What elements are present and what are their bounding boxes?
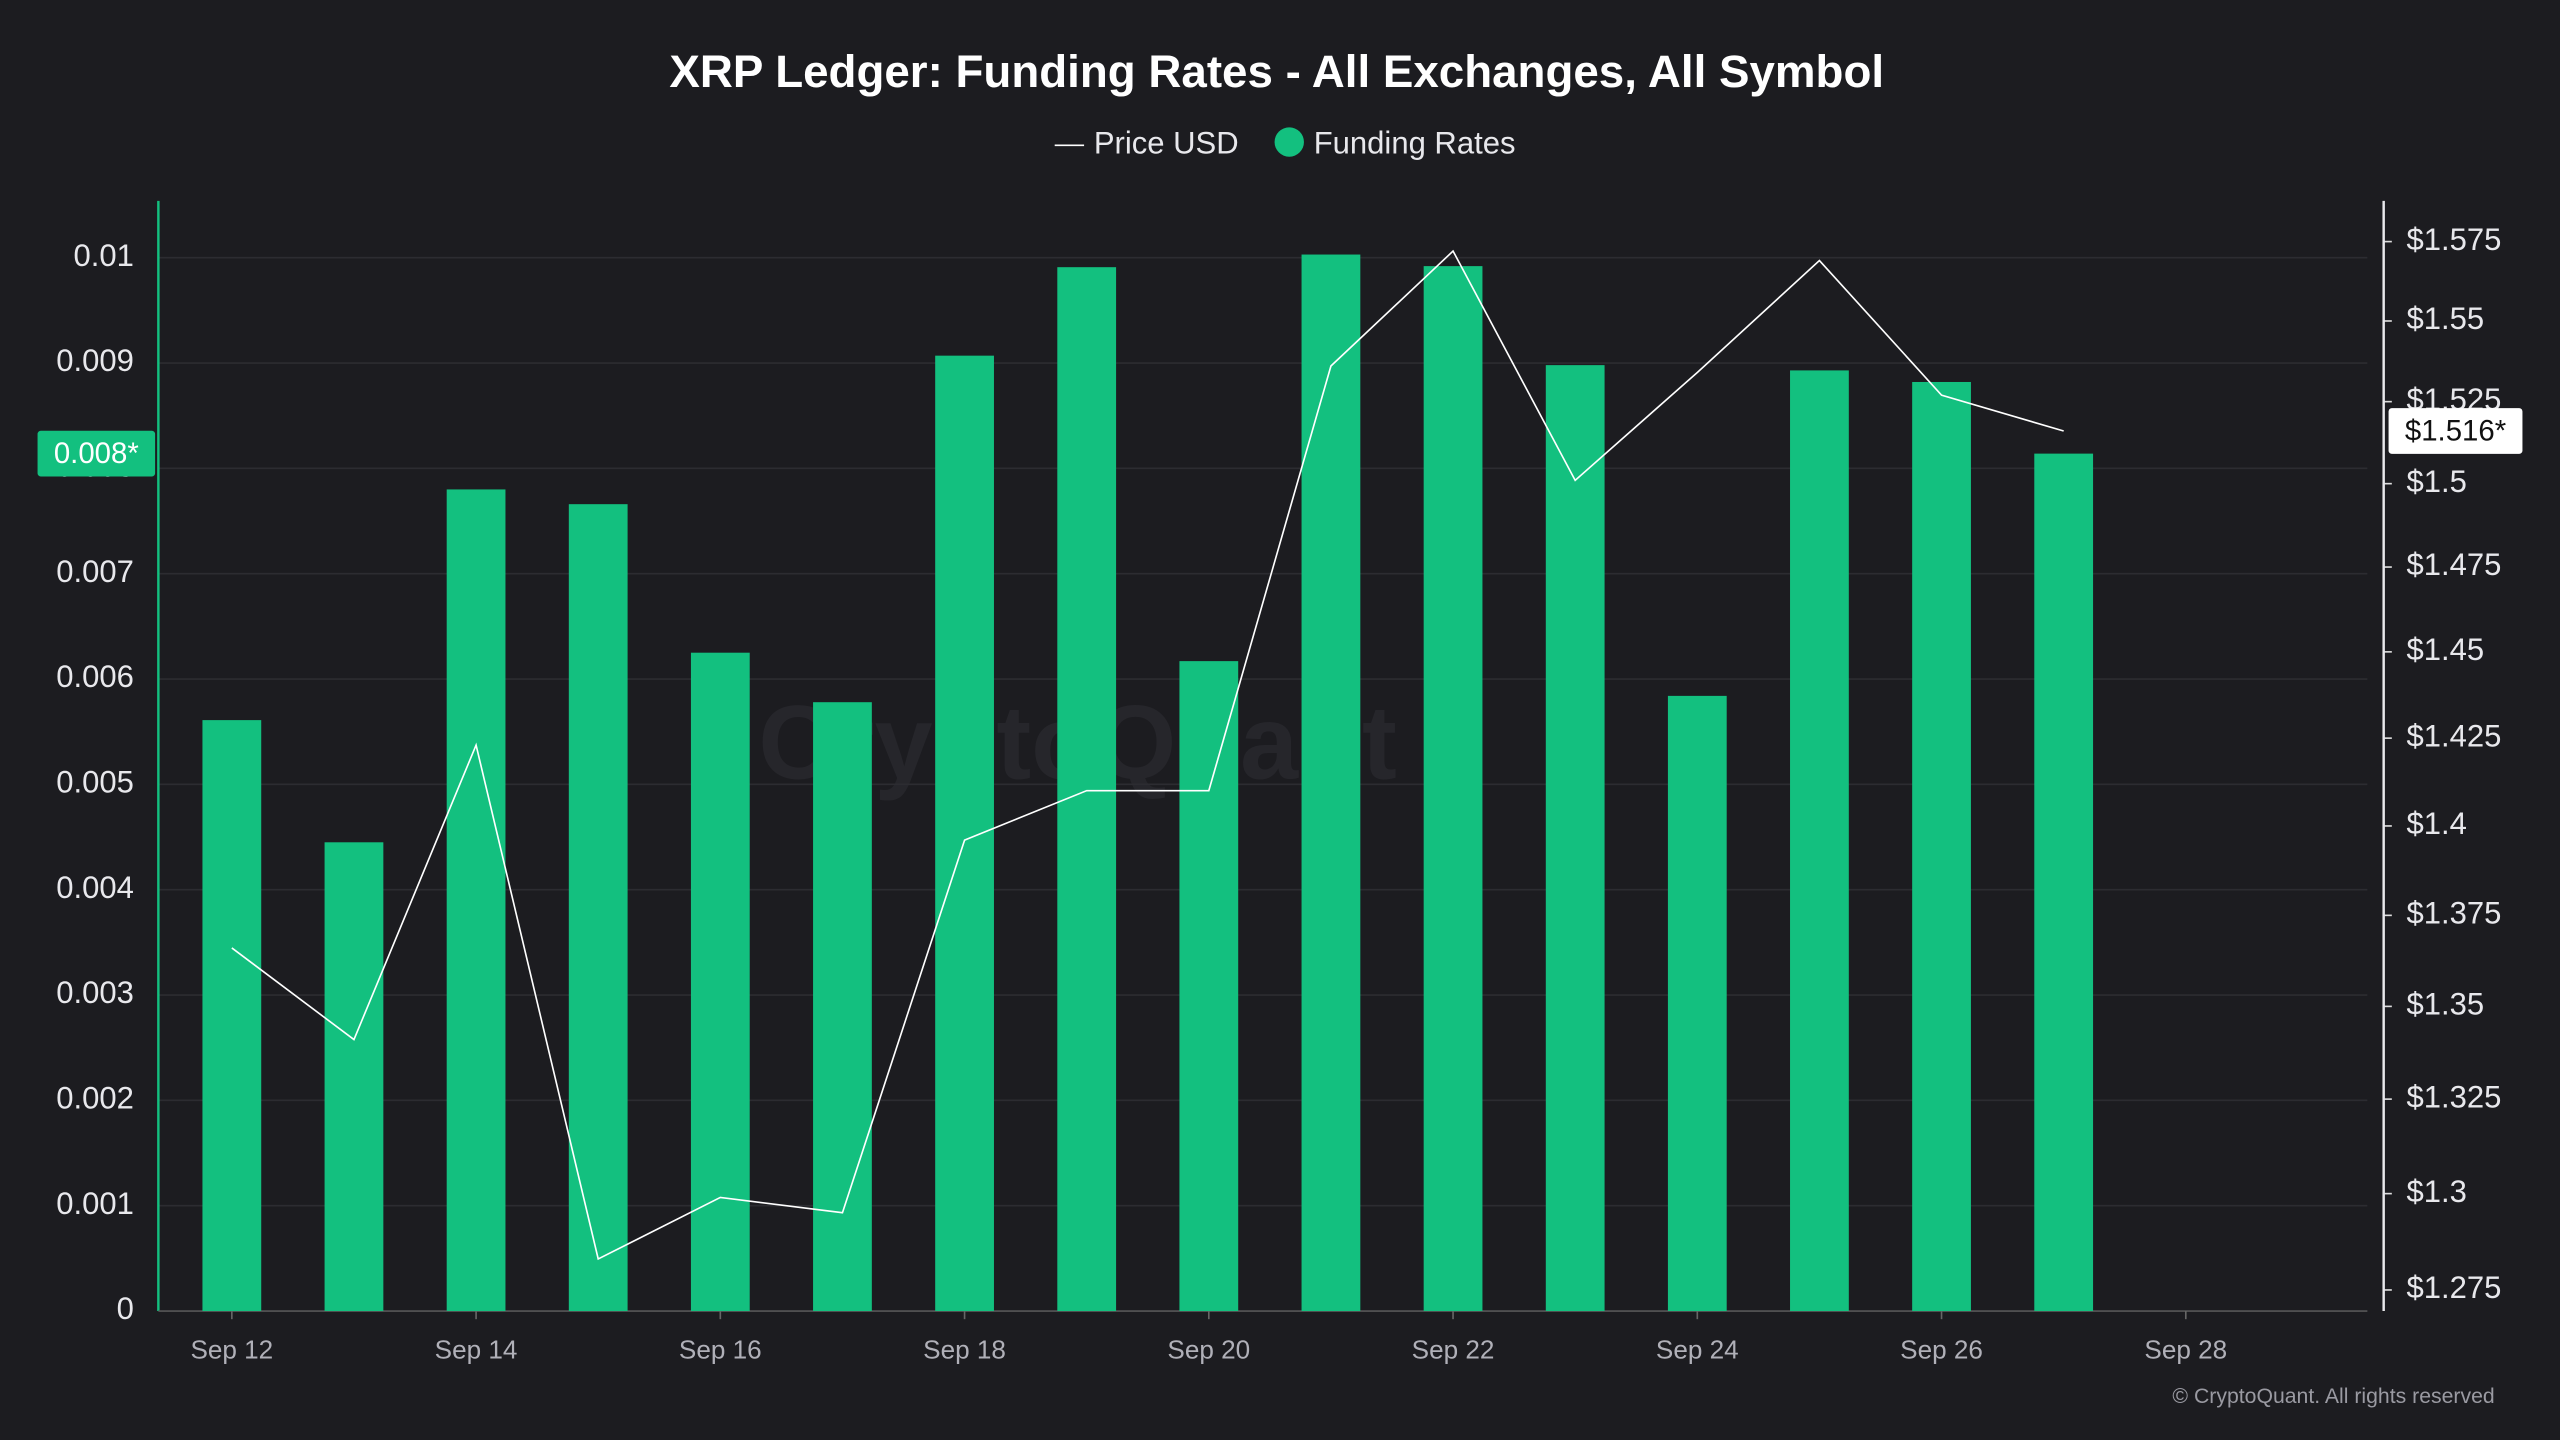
y-tick-label: 0.007 [56,554,134,589]
x-tick-label: Sep 28 [2144,1335,2227,1365]
bar [568,504,628,1312]
chart-title: XRP Ledger: Funding Rates - All Exchange… [669,46,1884,97]
y2-tick-label: $1.5 [2407,464,2467,499]
y2-tick-label: $1.575 [2407,222,2502,257]
bar [1667,695,1727,1312]
y2-tick-label: $1.4 [2407,806,2467,841]
y-tick-label: 0 [117,1291,134,1326]
current-label: $1.516* [2405,414,2506,447]
y-tick-label: 0.002 [56,1081,134,1116]
y2-tick-label: $1.3 [2407,1174,2467,1209]
bar [935,355,994,1312]
bar [324,842,384,1312]
y2-tick-label: $1.475 [2407,547,2502,582]
bar [1423,266,1483,1312]
y2-tick-label: $1.35 [2407,987,2485,1022]
copyright: © CryptoQuant. All rights reserved [2172,1385,2494,1408]
x-tick-label: Sep 24 [1656,1335,1739,1365]
y-tick-label: 0.001 [56,1186,134,1221]
bar [202,720,262,1312]
bar [446,489,506,1312]
bar [1179,661,1239,1312]
y2-tick-label: $1.55 [2407,301,2485,336]
y-tick-label: 0.004 [56,870,134,905]
current-badge [2388,408,2523,454]
y-tick-label: 0.01 [74,238,134,273]
y-tick-label: 0.009 [56,343,134,378]
y2-tick-label: $1.425 [2407,718,2502,753]
x-tick-label: Sep 22 [1412,1335,1495,1365]
legend-label: Price USD [1094,125,1239,160]
y2-tick-label: $1.275 [2407,1270,2502,1305]
x-tick-label: Sep 26 [1900,1335,1983,1365]
bar [1545,365,1605,1312]
bar [2034,453,2094,1312]
bar [813,702,872,1312]
legend-swatch [1274,127,1304,157]
bar [1301,254,1361,1312]
bar [690,652,750,1312]
y2-tick-label: $1.325 [2407,1079,2502,1114]
x-tick-label: Sep 14 [435,1335,518,1365]
x-tick-label: Sep 16 [679,1335,762,1365]
y2-tick-label: $1.375 [2407,896,2502,931]
current-label: 0.008* [54,437,139,470]
x-tick-label: Sep 20 [1167,1335,1250,1365]
price-line [231,249,2064,1261]
legend-label: Funding Rates [1314,125,1516,160]
y2-tick-label: $1.45 [2407,632,2485,667]
current-badge [37,430,156,477]
y-tick-label: 0.006 [56,659,134,694]
y-tick-label: 0.005 [56,765,134,800]
bar [1912,381,1971,1312]
y-tick-label: 0.003 [56,975,134,1010]
x-tick-label: Sep 18 [923,1335,1006,1365]
bar [1057,267,1117,1312]
bar [1790,370,1849,1312]
x-tick-label: Sep 12 [190,1335,273,1365]
legend: Price USD Funding Rates [1054,125,1516,160]
